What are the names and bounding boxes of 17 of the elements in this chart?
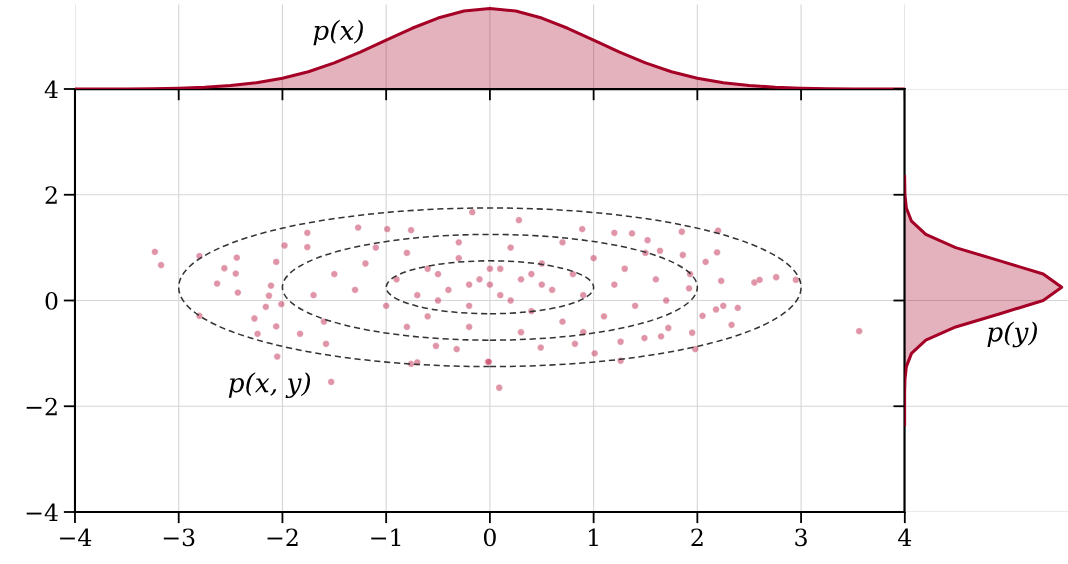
x-tick-label: 2 [691,528,703,546]
y-tick-label: −2 [26,397,57,416]
annotation: p(y) [987,321,1038,348]
y-tick-label: 0 [45,291,58,310]
annotation: p(x, y) [228,372,311,399]
x-tick-label: −2 [267,528,298,546]
y-tick-label: 2 [45,186,57,204]
x-tick-label: 1 [588,528,598,546]
annotation: p(x) [313,19,364,46]
x-tick-label: 4 [898,528,912,546]
x-tick-label: −4 [60,528,92,546]
x-tick-label: 3 [795,528,807,547]
x-tick-label: −3 [163,528,195,547]
x-tick-label: 0 [483,528,496,547]
y-tick-label: 4 [44,80,58,98]
x-tick-label: −1 [371,528,401,546]
y-tick-label: −4 [26,503,58,521]
